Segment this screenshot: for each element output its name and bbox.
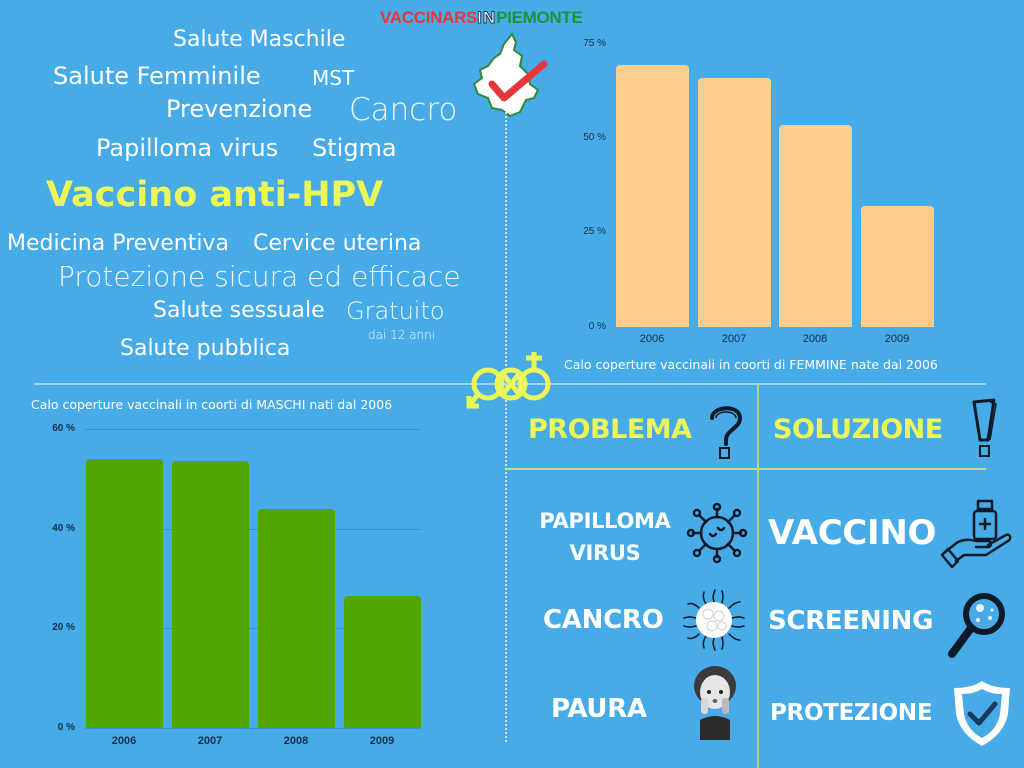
y-tick: 25 %: [583, 226, 606, 237]
problem-cancro: CANCRO: [543, 605, 664, 635]
x-tick: 2008: [283, 735, 309, 747]
worried-person-icon: [694, 666, 736, 740]
solution-screening: SCREENING: [768, 606, 934, 636]
male-chart-title: Calo coperture vaccinali in coorti di MA…: [31, 397, 393, 412]
gender-symbols-icon: [466, 352, 551, 409]
word-papilloma-virus: Papilloma virus: [96, 134, 279, 162]
word-salute-sessuale: Salute sessuale: [153, 298, 325, 323]
x-tick: 2009: [369, 735, 395, 747]
y-tick: 40 %: [52, 523, 75, 534]
word-protezione-sicura: Protezione sicura ed efficace: [58, 260, 461, 293]
divider-vertical-mid: [757, 384, 759, 768]
dotted-divider-vertical: [505, 112, 507, 742]
male-coverage-chart: Calo coperture vaccinali in coorti di MA…: [31, 397, 421, 747]
x-tick: 2006: [111, 735, 137, 747]
word-salute-femminile: Salute Femminile: [53, 62, 261, 90]
problem-label-line1: PAPILLOMA: [539, 509, 671, 533]
virus-icon: [686, 502, 748, 564]
word-medicina-preventiva: Medicina Preventiva: [7, 231, 229, 256]
shield-check-icon: [954, 681, 1010, 746]
problem-label-line2: VIRUS: [569, 541, 641, 565]
question-mark-icon: [710, 406, 743, 459]
bar-female-2009: [861, 206, 934, 327]
x-tick: 2006: [639, 333, 665, 345]
cancer-cell-icon: [683, 589, 745, 651]
word-dai-12-anni: dai 12 anni: [368, 328, 436, 342]
bar-female-2007: [698, 77, 771, 327]
hand-vaccine-icon: [940, 499, 1012, 569]
problem-paura: PAURA: [551, 694, 647, 724]
word-cervice-uterina: Cervice uterina: [253, 231, 422, 256]
logo-part-in: IN: [477, 8, 497, 28]
x-tick: 2007: [721, 333, 747, 345]
exclamation-mark-icon: [972, 398, 997, 457]
headline-vaccino-anti-hpv: Vaccino anti-HPV: [46, 175, 384, 215]
word-salute-pubblica: Salute pubblica: [120, 336, 291, 361]
x-axis: [85, 728, 421, 729]
logo-part-piemonte: PIEMONTE: [496, 8, 583, 27]
word-stigma: Stigma: [312, 134, 397, 162]
bar-male-2006: [86, 458, 163, 728]
solution-vaccino: VACCINO: [768, 513, 937, 553]
female-chart-title: Calo coperture vaccinali in coorti di FE…: [564, 357, 938, 372]
x-tick: 2008: [802, 333, 828, 345]
y-tick: 75 %: [583, 38, 606, 49]
word-salute-maschile: Salute Maschile: [173, 27, 346, 52]
y-tick: 50 %: [583, 132, 606, 143]
y-tick: 0 %: [588, 321, 606, 332]
x-tick: 2007: [197, 735, 223, 747]
problema-header: PROBLEMA: [528, 414, 692, 445]
bar-male-2009: [344, 595, 421, 728]
magnifier-icon: [948, 593, 1005, 658]
word-gratuito: Gratuito: [346, 297, 445, 325]
y-tick: 0 %: [57, 722, 75, 733]
logo-part-vaccinars: VACCINARS: [380, 8, 478, 27]
gridline: [85, 529, 421, 530]
divider-horizontal-mid: [506, 468, 986, 470]
bar-male-2007: [172, 461, 249, 728]
y-tick: 60 %: [52, 423, 75, 434]
logo: VACCINARSINPIEMONTE: [380, 8, 583, 28]
x-tick: 2009: [884, 333, 910, 345]
word-mst: MST: [312, 66, 355, 90]
bar-male-2008: [258, 508, 335, 728]
gridline: [85, 429, 421, 430]
bar-female-2006: [616, 64, 689, 327]
word-cancro: Cancro: [349, 92, 458, 128]
gridline: [85, 628, 421, 629]
word-prevenzione: Prevenzione: [166, 95, 313, 123]
y-tick: 20 %: [52, 622, 75, 633]
problem-papilloma-virus: PAPILLOMA VIRUS: [530, 505, 680, 569]
bar-female-2008: [779, 125, 852, 327]
soluzione-header: SOLUZIONE: [773, 414, 943, 445]
solution-protezione: PROTEZIONE: [770, 700, 933, 726]
female-coverage-chart: 75 % 50 % 25 % 0 % 2006 2007 2008 2009 C…: [0, 0, 1024, 380]
